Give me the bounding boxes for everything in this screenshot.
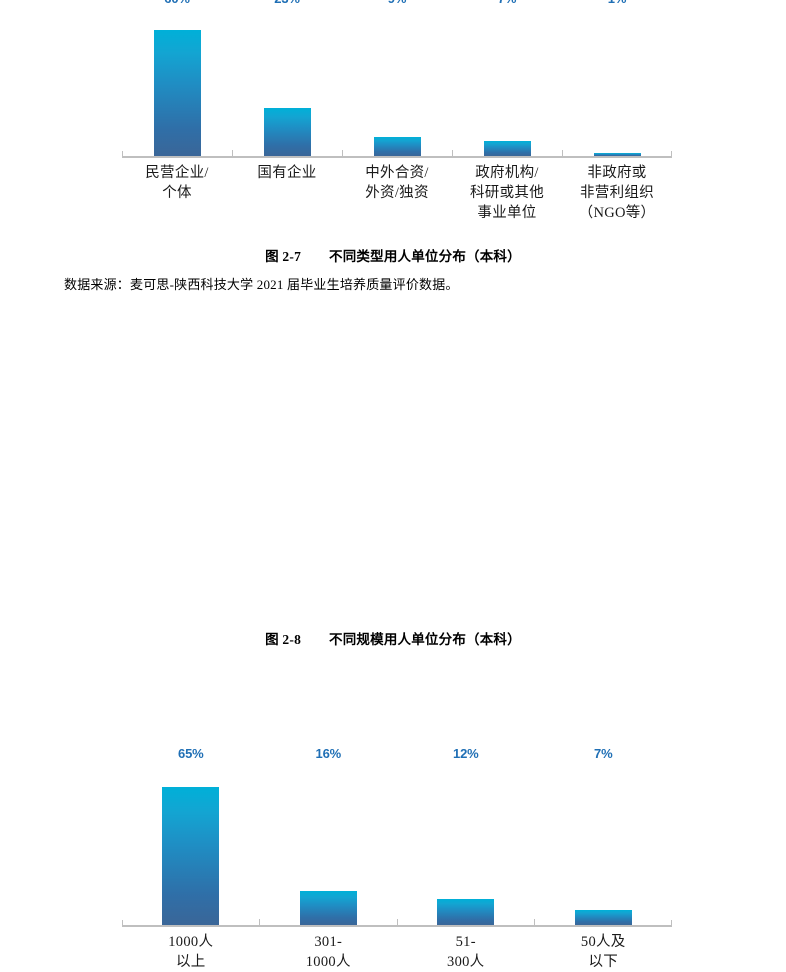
chart-1-bars: 60% 23% 9% 7% 1% (122, 0, 672, 156)
axis-end-cap (671, 920, 672, 927)
axis-start-cap (122, 920, 123, 927)
bar-value-label: 60% (164, 0, 190, 6)
bar (373, 137, 421, 156)
bar-value-label: 23% (274, 0, 300, 6)
bar (574, 910, 632, 925)
axis-end-cap (671, 151, 672, 158)
figure-title: 不同类型用人单位分布（本科） (329, 249, 521, 264)
bar (162, 787, 220, 925)
bar (299, 891, 357, 925)
bar-value-label: 7% (498, 0, 517, 6)
figure-2-7-source-note: 数据来源：麦可思-陕西科技大学 2021 届毕业生培养质量评价数据。 (64, 277, 459, 292)
category-label: 1000人 以上 (168, 934, 214, 970)
bar-value-label: 1% (608, 0, 627, 6)
category-label: 50人及 以下 (580, 934, 626, 970)
bar-slot: 65% (122, 746, 260, 925)
axis-tick (342, 150, 343, 157)
chart-1-plot-area: 60% 23% 9% 7% 1% (122, 0, 672, 158)
bar-slot: 16% (260, 746, 398, 925)
bar (593, 153, 641, 156)
category-label: 301- 1000人 (305, 934, 351, 970)
bar-slot: 60% (122, 0, 232, 156)
category-label: 国有企业 (257, 165, 317, 181)
bar (153, 30, 201, 156)
figure-2-8-caption: 图 2-8 不同规模用人单位分布（本科） (0, 628, 786, 648)
figure-2-7-caption: 图 2-7 不同类型用人单位分布（本科） (0, 245, 786, 265)
bar-value-label: 12% (453, 746, 479, 761)
bar-slot: 1% (562, 0, 672, 156)
bar (437, 899, 495, 925)
chart-figure-2-7: 60% 23% 9% 7% 1% (0, 0, 786, 240)
axis-tick (534, 919, 535, 926)
chart-2-category-labels: 1000人 以上 301- 1000人 51- 300人 50人及 以下 (122, 932, 672, 972)
bar (263, 108, 311, 156)
chart-2-bars: 65% 16% 12% 7% (122, 746, 673, 925)
axis-tick (397, 919, 398, 926)
bar-slot: 23% (232, 0, 342, 156)
figure-number: 图 2-7 (265, 249, 302, 264)
bar-value-label: 65% (178, 746, 204, 761)
axis-tick (232, 150, 233, 157)
figure-title: 不同规模用人单位分布（本科） (329, 632, 521, 647)
axis-tick (259, 919, 260, 926)
bar-value-label: 7% (594, 746, 613, 761)
category-label: 政府机构/ 科研或其他 事业单位 (470, 165, 544, 221)
chart-figure-2-8: 65% 16% 12% 7% (0, 370, 786, 970)
bar-value-label: 9% (388, 0, 407, 6)
bar-slot: 7% (452, 0, 562, 156)
category-label: 中外合资/ 外资/独资 (365, 165, 429, 201)
bar-value-label: 16% (315, 746, 342, 761)
category-label: 民营企业/ 个体 (145, 165, 209, 201)
bar-slot: 12% (397, 746, 535, 925)
bar-slot: 7% (535, 746, 673, 925)
bar (483, 141, 531, 156)
axis-tick (452, 150, 453, 157)
bar-slot: 9% (342, 0, 452, 156)
chart-1-category-labels: 民营企业/ 个体 国有企业 中外合资/ 外资/独资 政府机构/ 科研或其他 事业… (122, 163, 672, 223)
category-label: 51- 300人 (447, 934, 485, 970)
category-label: 非政府或 非营利组织 （NGO等） (578, 165, 656, 221)
axis-start-cap (122, 151, 123, 158)
chart-2-plot-area: 65% 16% 12% 7% (122, 746, 673, 927)
axis-tick (562, 150, 563, 157)
chart-1-x-axis (122, 156, 672, 158)
figure-number: 图 2-8 (265, 632, 302, 647)
